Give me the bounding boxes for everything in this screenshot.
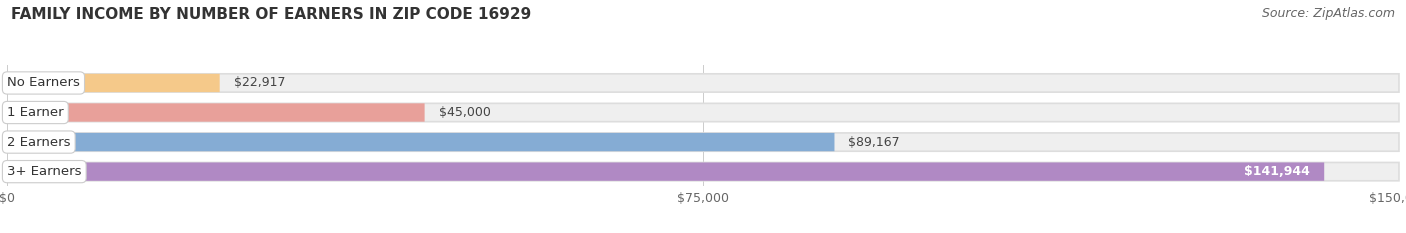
FancyBboxPatch shape: [7, 103, 1399, 122]
Text: 2 Earners: 2 Earners: [7, 136, 70, 149]
FancyBboxPatch shape: [7, 74, 1399, 92]
FancyBboxPatch shape: [7, 103, 425, 122]
Text: 3+ Earners: 3+ Earners: [7, 165, 82, 178]
Text: $22,917: $22,917: [233, 76, 285, 89]
FancyBboxPatch shape: [7, 162, 1399, 181]
FancyBboxPatch shape: [7, 162, 1324, 181]
FancyBboxPatch shape: [7, 74, 219, 92]
FancyBboxPatch shape: [7, 133, 835, 151]
Text: 1 Earner: 1 Earner: [7, 106, 63, 119]
Text: $141,944: $141,944: [1244, 165, 1310, 178]
FancyBboxPatch shape: [7, 133, 1399, 151]
Text: $89,167: $89,167: [848, 136, 900, 149]
Text: Source: ZipAtlas.com: Source: ZipAtlas.com: [1261, 7, 1395, 20]
Text: No Earners: No Earners: [7, 76, 80, 89]
Text: FAMILY INCOME BY NUMBER OF EARNERS IN ZIP CODE 16929: FAMILY INCOME BY NUMBER OF EARNERS IN ZI…: [11, 7, 531, 22]
Text: $45,000: $45,000: [439, 106, 491, 119]
